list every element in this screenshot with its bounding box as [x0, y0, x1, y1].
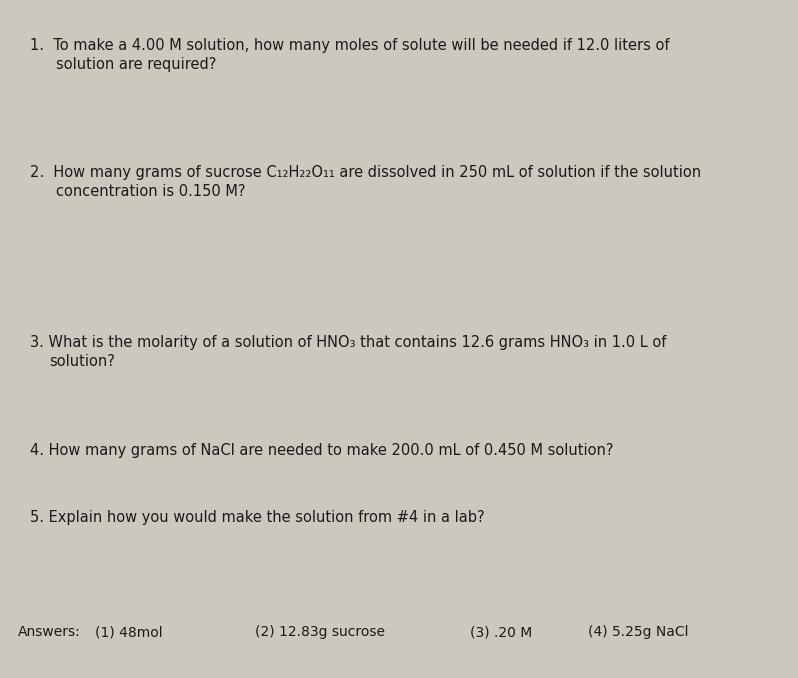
Text: Answers:: Answers:	[18, 625, 81, 639]
Text: (4) 5.25g NaCl: (4) 5.25g NaCl	[588, 625, 689, 639]
Text: 3. What is the molarity of a solution of HNO₃ that contains 12.6 grams HNO₃ in 1: 3. What is the molarity of a solution of…	[30, 335, 666, 350]
Text: concentration is 0.150 M?: concentration is 0.150 M?	[56, 184, 246, 199]
Text: solution?: solution?	[49, 354, 116, 369]
Text: (3) .20 M: (3) .20 M	[470, 625, 532, 639]
Text: 4. How many grams of NaCl are needed to make 200.0 mL of 0.450 M solution?: 4. How many grams of NaCl are needed to …	[30, 443, 614, 458]
Text: solution are required?: solution are required?	[56, 57, 216, 72]
Text: (2) 12.83g sucrose: (2) 12.83g sucrose	[255, 625, 385, 639]
Text: 2.  How many grams of sucrose C₁₂H₂₂O₁₁ are dissolved in 250 mL of solution if t: 2. How many grams of sucrose C₁₂H₂₂O₁₁ a…	[30, 165, 701, 180]
Text: 1.  To make a 4.00 M solution, how many moles of solute will be needed if 12.0 l: 1. To make a 4.00 M solution, how many m…	[30, 38, 670, 53]
Text: 5. Explain how you would make the solution from #4 in a lab?: 5. Explain how you would make the soluti…	[30, 510, 484, 525]
Text: (1) 48mol: (1) 48mol	[95, 625, 163, 639]
